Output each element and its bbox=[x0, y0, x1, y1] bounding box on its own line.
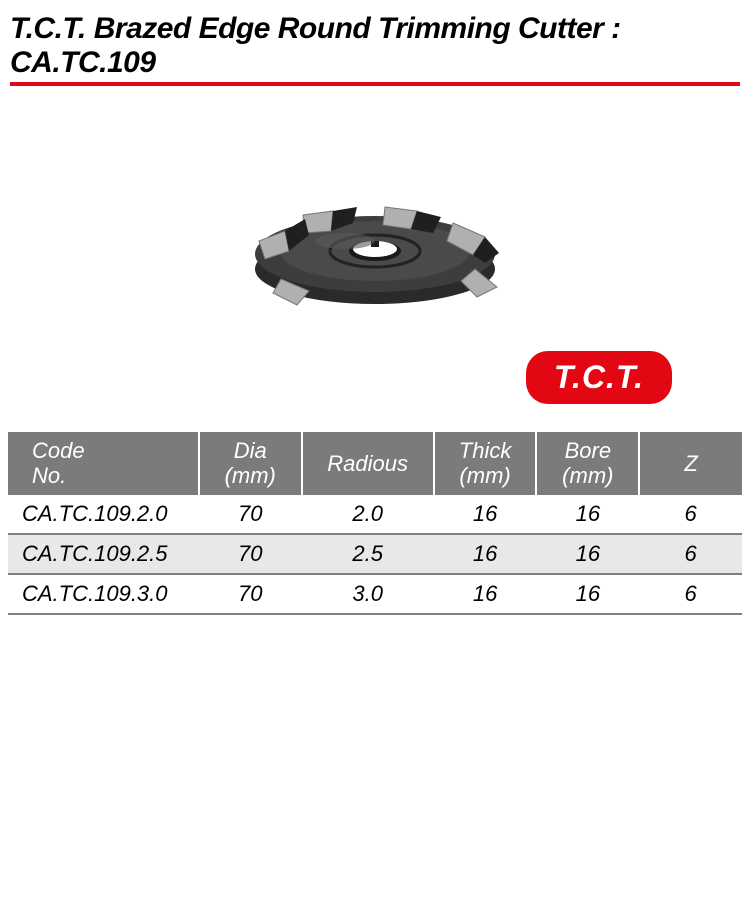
spec-table: Code No. Dia (mm) Radious Thick (mm) Bor… bbox=[8, 432, 742, 615]
col-header-bore: Bore (mm) bbox=[536, 432, 639, 495]
cell-bore: 16 bbox=[536, 495, 639, 534]
cell-radius: 2.5 bbox=[302, 534, 434, 574]
title-underline bbox=[10, 82, 740, 86]
product-image-area: T.C.T. bbox=[8, 94, 742, 424]
col-header-z: Z bbox=[639, 432, 742, 495]
cell-z: 6 bbox=[639, 495, 742, 534]
table-row: CA.TC.109.2.5 70 2.5 16 16 6 bbox=[8, 534, 742, 574]
cell-dia: 70 bbox=[199, 574, 302, 614]
col-header-thick: Thick (mm) bbox=[434, 432, 537, 495]
cell-code: CA.TC.109.3.0 bbox=[8, 574, 199, 614]
col-header-radius: Radious bbox=[302, 432, 434, 495]
tct-badge: T.C.T. bbox=[526, 351, 672, 404]
col-label: Z bbox=[684, 451, 697, 476]
col-label: No. bbox=[32, 463, 66, 488]
table-row: CA.TC.109.2.0 70 2.0 16 16 6 bbox=[8, 495, 742, 534]
cell-thick: 16 bbox=[434, 534, 537, 574]
cell-thick: 16 bbox=[434, 574, 537, 614]
col-label: Thick bbox=[459, 438, 512, 463]
cell-radius: 2.0 bbox=[302, 495, 434, 534]
col-label: (mm) bbox=[459, 463, 510, 488]
col-label: (mm) bbox=[562, 463, 613, 488]
cutter-illustration bbox=[225, 159, 525, 359]
cell-dia: 70 bbox=[199, 495, 302, 534]
cell-z: 6 bbox=[639, 574, 742, 614]
spec-table-body: CA.TC.109.2.0 70 2.0 16 16 6 CA.TC.109.2… bbox=[8, 495, 742, 614]
cell-bore: 16 bbox=[536, 574, 639, 614]
cell-z: 6 bbox=[639, 534, 742, 574]
cell-radius: 3.0 bbox=[302, 574, 434, 614]
spec-table-header: Code No. Dia (mm) Radious Thick (mm) Bor… bbox=[8, 432, 742, 495]
table-row: CA.TC.109.3.0 70 3.0 16 16 6 bbox=[8, 574, 742, 614]
col-label: Bore bbox=[565, 438, 611, 463]
cell-thick: 16 bbox=[434, 495, 537, 534]
title-bar: T.C.T. Brazed Edge Round Trimming Cutter… bbox=[8, 8, 742, 94]
col-label: (mm) bbox=[225, 463, 276, 488]
cell-bore: 16 bbox=[536, 534, 639, 574]
col-label: Code bbox=[32, 438, 85, 463]
col-header-code: Code No. bbox=[8, 432, 199, 495]
cell-code: CA.TC.109.2.0 bbox=[8, 495, 199, 534]
col-label: Dia bbox=[234, 438, 267, 463]
page-title: T.C.T. Brazed Edge Round Trimming Cutter… bbox=[10, 12, 740, 80]
cell-dia: 70 bbox=[199, 534, 302, 574]
col-label: Radious bbox=[327, 451, 408, 476]
cell-code: CA.TC.109.2.5 bbox=[8, 534, 199, 574]
col-header-dia: Dia (mm) bbox=[199, 432, 302, 495]
